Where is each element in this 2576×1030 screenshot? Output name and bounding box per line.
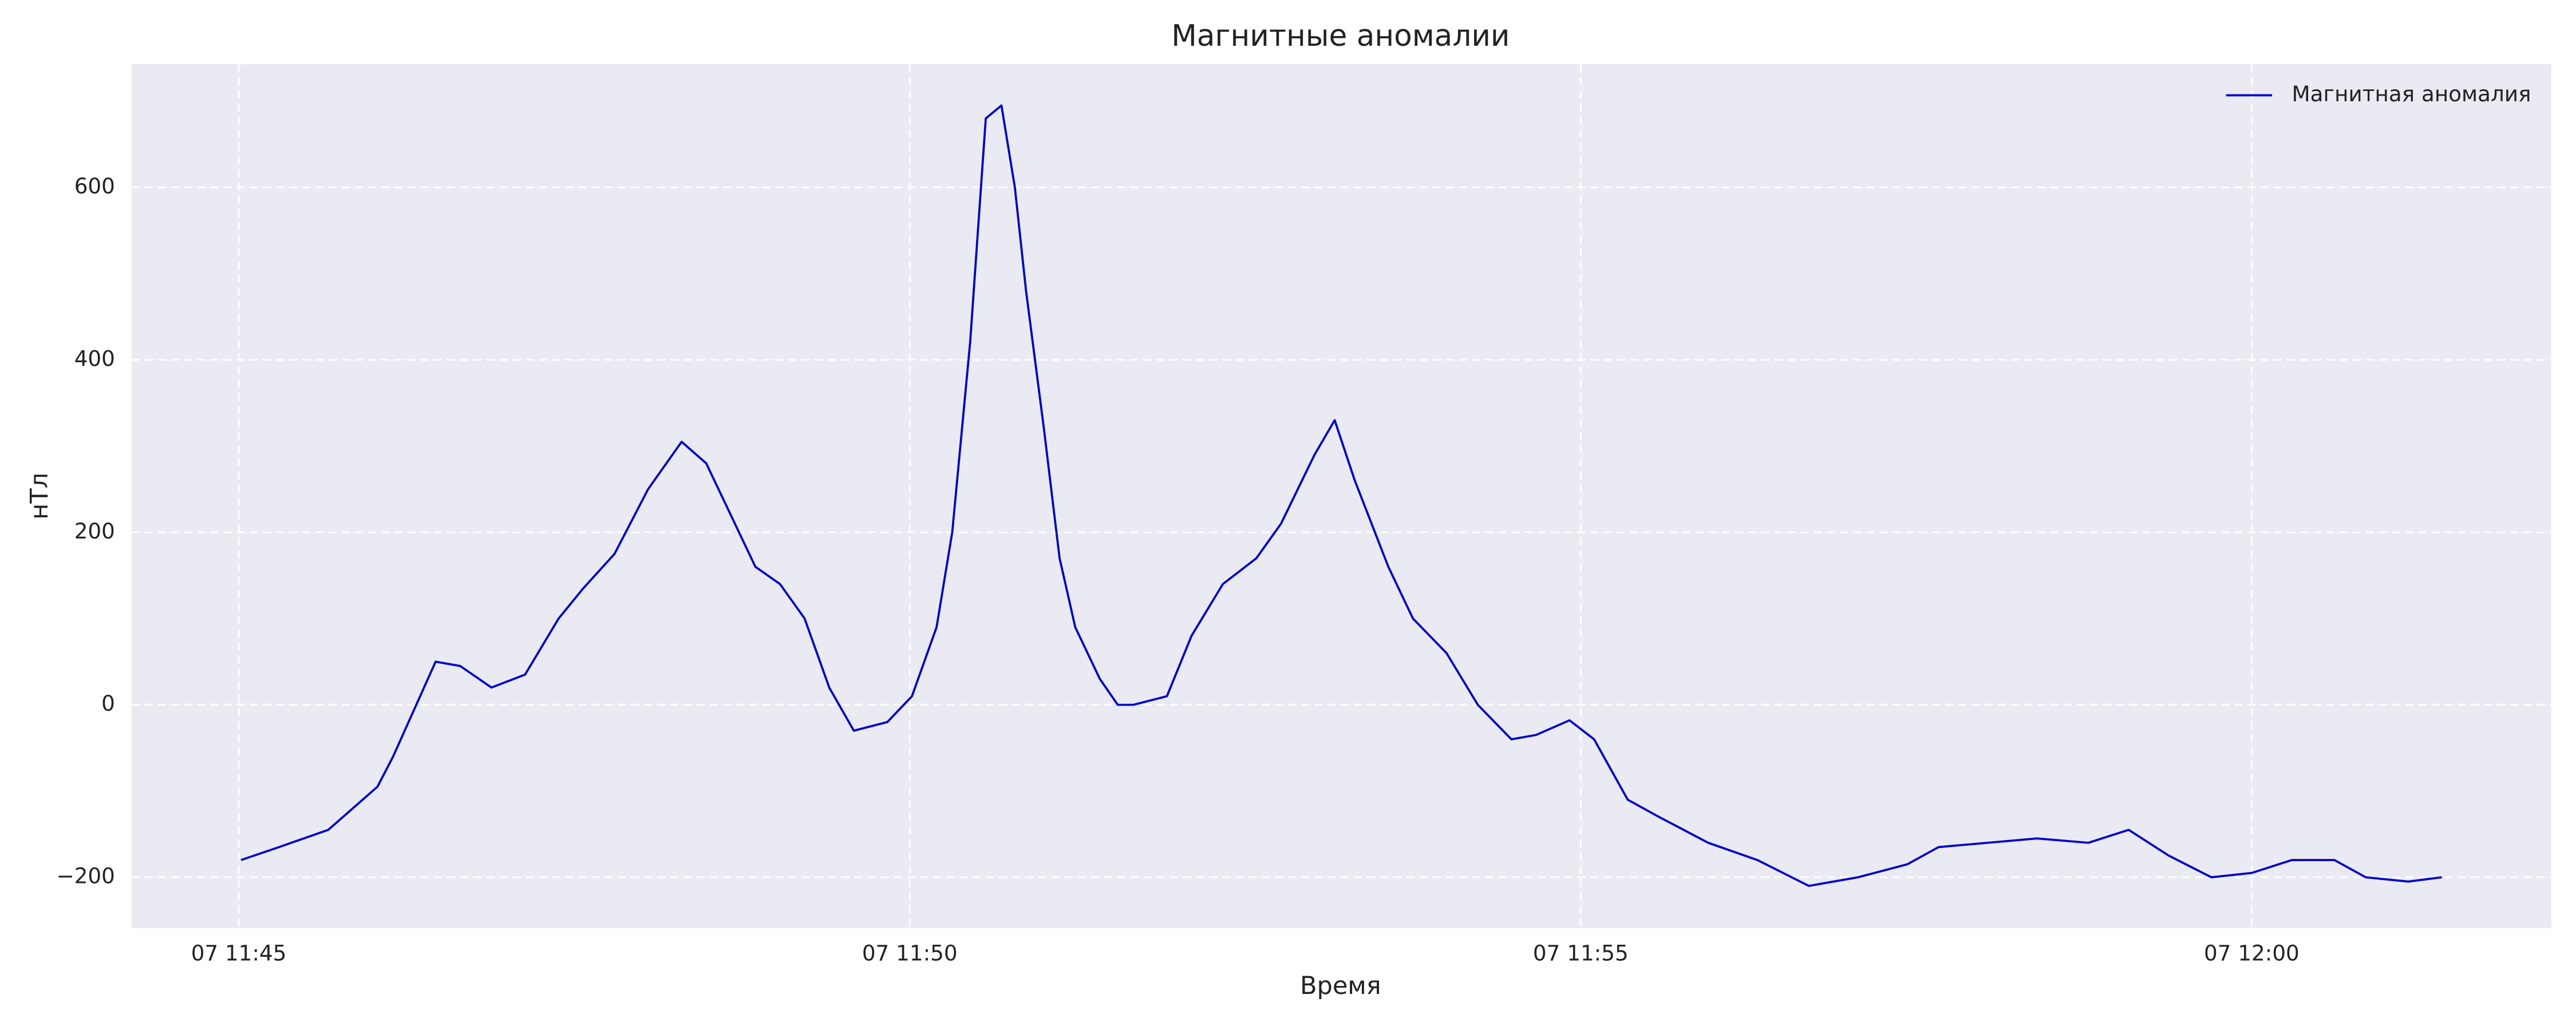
- y-tick-label: 400: [74, 346, 115, 371]
- y-tick-label: 0: [101, 691, 115, 716]
- line-series: [240, 104, 2442, 888]
- chart-title: Магнитные аномалии: [1171, 19, 1510, 53]
- x-tick-label: 07 11:55: [1533, 940, 1629, 965]
- x-axis-label: Время: [1300, 972, 1381, 1000]
- y-tick-label: 600: [74, 173, 115, 199]
- x-tick-label: 07 11:50: [862, 940, 958, 965]
- x-tick-label: 07 11:45: [191, 940, 287, 965]
- x-tick-label: 07 12:00: [2204, 940, 2300, 965]
- y-tick-label: 200: [74, 518, 115, 544]
- plot-area: [131, 64, 2551, 929]
- y-axis-label: нТл: [25, 473, 54, 520]
- y-tick-label: −200: [56, 863, 114, 889]
- legend-label: Магнитная аномалия: [2292, 81, 2531, 106]
